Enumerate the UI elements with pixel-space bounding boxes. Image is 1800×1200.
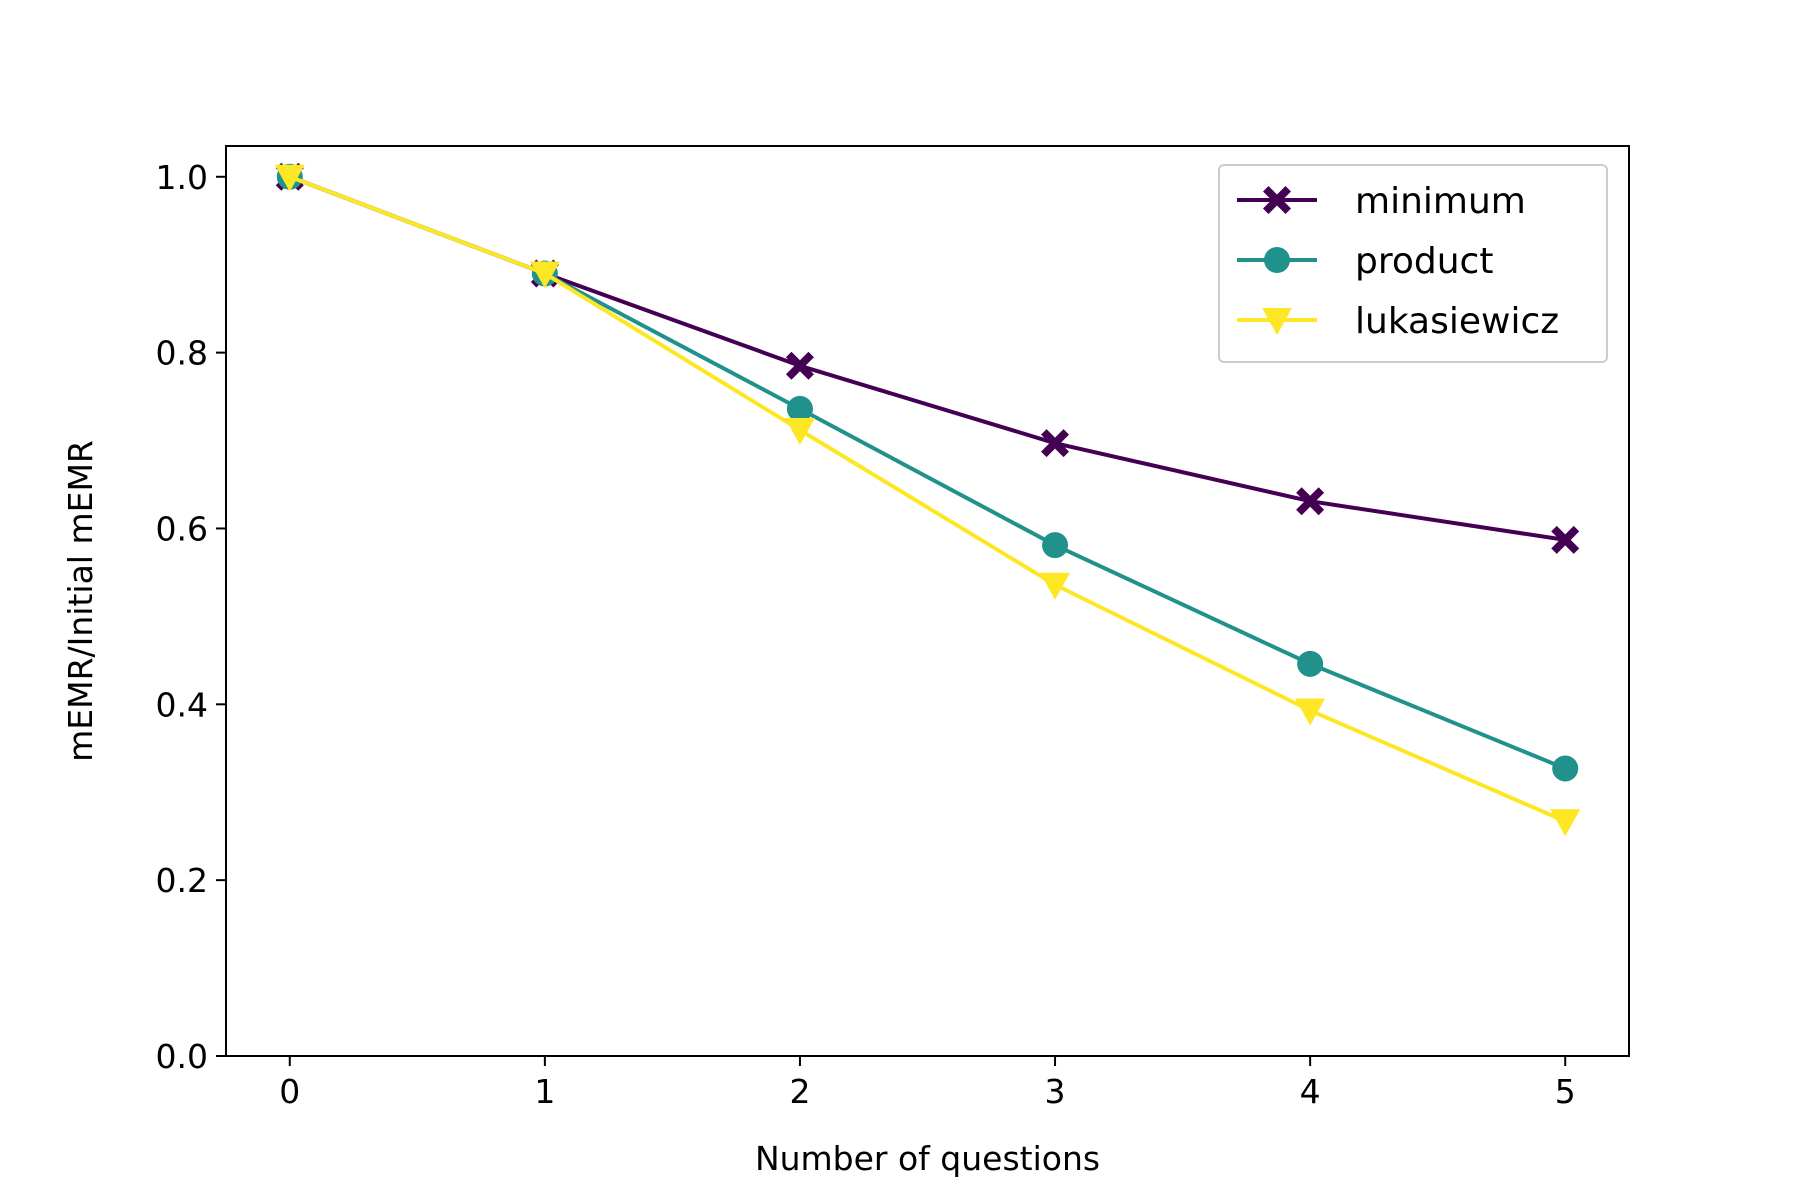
data-point-lukasiewicz <box>1040 572 1071 600</box>
data-point-minimum <box>1296 487 1325 516</box>
x-tick-label: 3 <box>1045 1072 1066 1111</box>
y-axis-ticks: 0.0 0.2 0.4 0.6 0.8 1.0 <box>156 158 226 1076</box>
y-tick-label: 0.8 <box>156 334 208 373</box>
y-tick-label: 0.6 <box>156 509 208 548</box>
legend-marker <box>1264 247 1290 273</box>
series-lukasiewicz <box>274 164 1581 837</box>
legend-label: product <box>1355 241 1493 282</box>
data-point-lukasiewicz <box>1295 698 1326 726</box>
legend-marker <box>1263 186 1291 214</box>
legend-item-product: product <box>1237 241 1493 282</box>
legend-box <box>1218 164 1608 363</box>
plot-frame <box>225 145 1630 1057</box>
y-tick-label: 0.4 <box>156 685 208 724</box>
legend: minimum product lukasiewicz <box>1218 164 1608 363</box>
legend-item-lukasiewicz: lukasiewicz <box>1237 301 1559 342</box>
y-tick-label: 0.0 <box>156 1037 208 1076</box>
series-layer <box>274 162 1581 837</box>
x-tick-label: 2 <box>789 1072 810 1111</box>
legend-label: lukasiewicz <box>1355 301 1559 342</box>
data-point-lukasiewicz <box>274 164 305 192</box>
x-axis-ticks: 0 1 2 3 4 5 <box>279 1056 1576 1111</box>
data-point-minimum <box>1551 525 1580 554</box>
y-tick-label: 0.2 <box>156 861 208 900</box>
x-axis-label: Number of questions <box>755 1139 1100 1178</box>
x-tick-label: 1 <box>534 1072 555 1111</box>
x-tick-label: 4 <box>1300 1072 1321 1111</box>
y-axis-label: mEMR/Initial mEMR <box>61 440 100 762</box>
data-point-product <box>1297 650 1324 677</box>
series-line-lukasiewicz <box>289 174 1567 824</box>
y-tick-label: 1.0 <box>156 158 208 197</box>
data-point-minimum <box>1041 429 1070 458</box>
x-tick-label: 5 <box>1555 1072 1576 1111</box>
data-point-product <box>786 395 813 422</box>
legend-label: minimum <box>1355 181 1526 222</box>
legend-item-minimum: minimum <box>1237 181 1526 222</box>
data-point-product <box>1552 755 1579 782</box>
data-point-lukasiewicz <box>1550 809 1581 837</box>
legend-marker <box>1262 308 1292 335</box>
data-point-product <box>1042 532 1069 559</box>
x-tick-label: 0 <box>279 1072 300 1111</box>
data-point-lukasiewicz <box>529 261 560 289</box>
data-point-minimum <box>785 351 814 380</box>
data-point-lukasiewicz <box>784 417 815 445</box>
